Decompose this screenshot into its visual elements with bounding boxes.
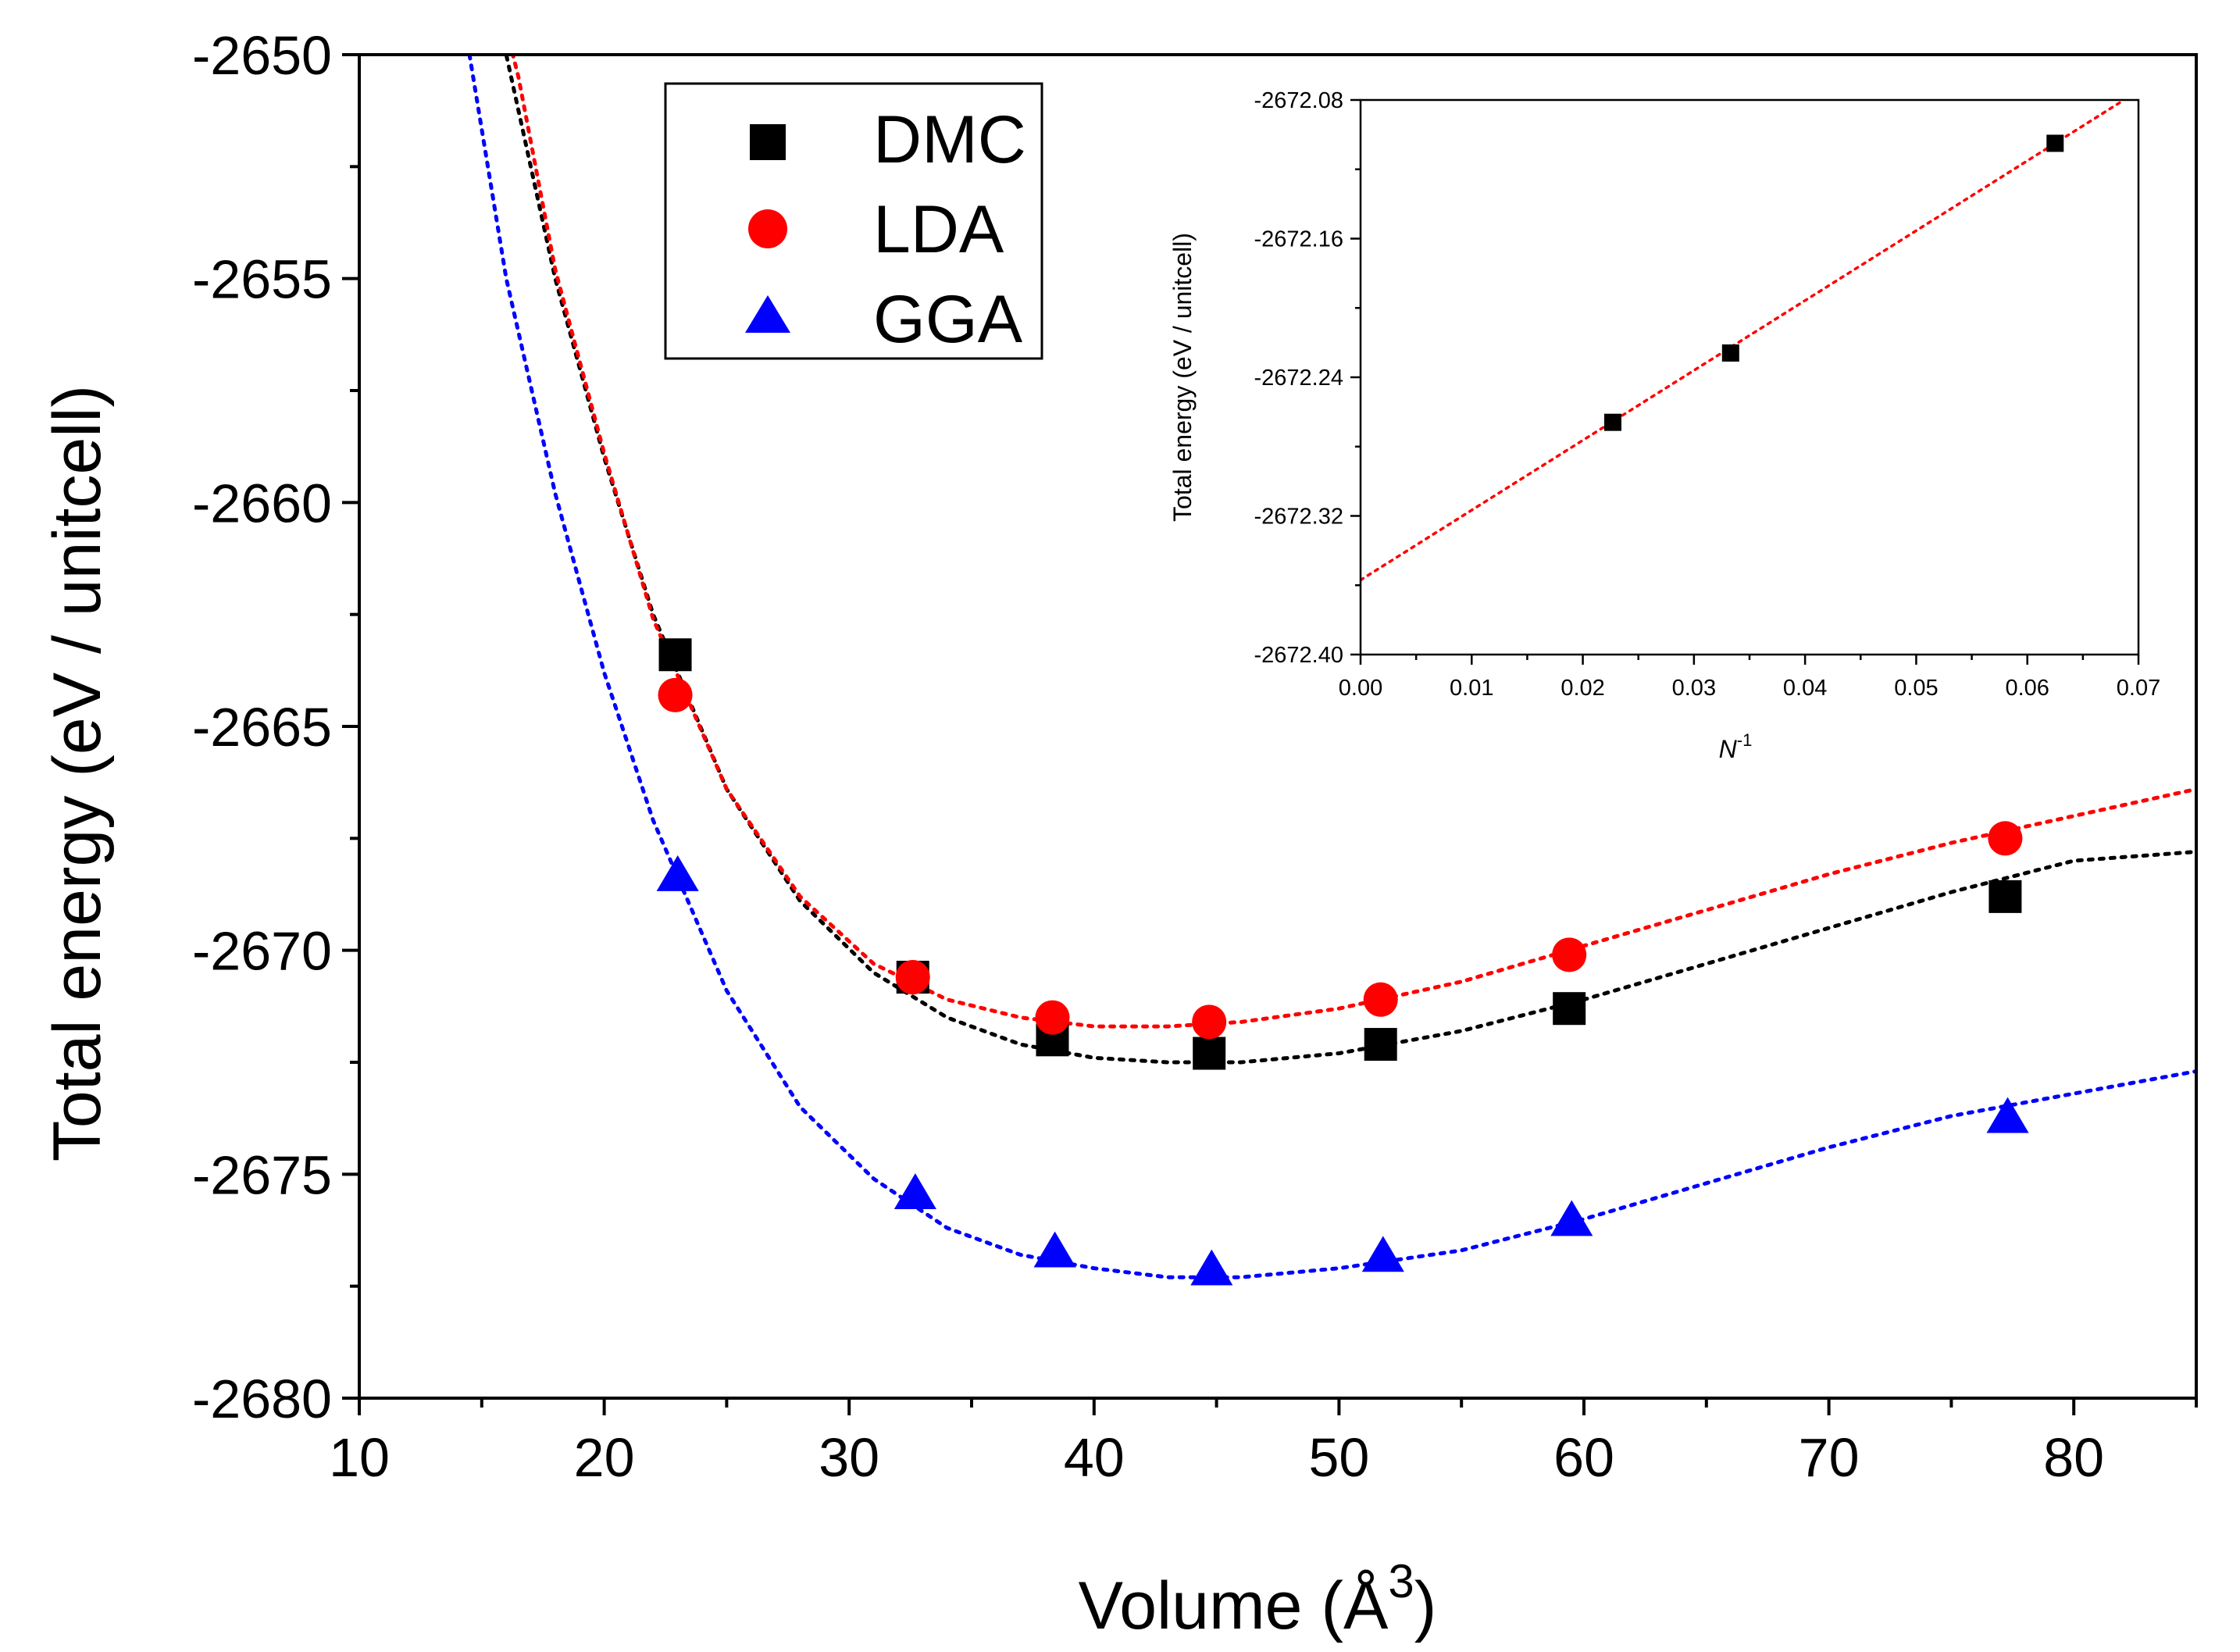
data-point-lda — [895, 960, 930, 995]
x-tick-label: 30 — [819, 1427, 879, 1488]
fit-curve-gga — [467, 55, 2196, 1279]
y-tick-label: -2670 — [192, 921, 332, 982]
inset-data-point — [1721, 344, 1739, 362]
legend-marker-dmc — [750, 124, 786, 160]
x-tick-label: 50 — [1308, 1427, 1369, 1488]
legend-label-lda: LDA — [873, 192, 1004, 267]
inset-data-point — [1603, 413, 1621, 431]
inset-y-tick-label: -2672.40 — [1254, 643, 1344, 668]
inset-data-points — [1603, 134, 2064, 431]
y-tick-label: -2660 — [192, 473, 332, 533]
inset-x-axis-title: N-1 — [1719, 730, 1753, 763]
data-point-gga — [1190, 1249, 1233, 1286]
data-point-lda — [1552, 937, 1587, 972]
main-x-ticks: 10 20 30 40 50 60 70 80 — [329, 1398, 2198, 1488]
data-point-gga — [1550, 1200, 1593, 1236]
legend-label-dmc: DMC — [873, 102, 1026, 177]
inset-x-tick-label: 0.07 — [2117, 676, 2160, 701]
inset-data-point — [2046, 134, 2064, 152]
y-tick-label: -2675 — [192, 1144, 332, 1205]
data-point-lda — [1363, 982, 1398, 1017]
main-x-axis-title: Volume (Å3) — [1079, 1555, 1437, 1643]
y-tick-label: -2680 — [192, 1368, 332, 1429]
data-point-gga — [1361, 1236, 1404, 1272]
data-point-lda — [1035, 1000, 1070, 1035]
data-point-lda — [1988, 821, 2023, 856]
inset-x-ticks: 0.00 0.01 0.02 0.03 0.04 0.05 0.06 0.07 — [1339, 655, 2160, 701]
data-point-dmc — [1989, 880, 2022, 913]
inset-x-tick-label: 0.03 — [1672, 676, 1716, 701]
legend-box — [664, 82, 1043, 360]
data-point-gga — [1986, 1097, 2029, 1133]
legend-label-gga: GGA — [873, 282, 1023, 357]
x-tick-label: 20 — [574, 1427, 635, 1488]
inset-x-tick-label: 0.06 — [2005, 676, 2049, 701]
fit-curve-lda — [511, 55, 2196, 1029]
inset-x-tick-label: 0.00 — [1339, 676, 1382, 701]
x-tick-label: 60 — [1553, 1427, 1614, 1488]
data-point-gga — [1033, 1231, 1076, 1268]
y-tick-label: -2665 — [192, 697, 332, 758]
inset-y-ticks: -2672.08 -2672.16 -2672.24 -2672.32 -2672.40 — [1254, 88, 1361, 668]
inset-x-tick-label: 0.05 — [1894, 676, 1938, 701]
main-data-points — [656, 638, 2029, 1286]
main-y-ticks: -2650 -2655 -2660 -2665 -2670 -2675 -2680 — [192, 25, 359, 1429]
data-point-gga — [656, 855, 699, 891]
data-point-gga — [894, 1173, 936, 1210]
inset-fit-line — [1361, 100, 2126, 582]
inset-extrapolation-line — [1361, 100, 2126, 582]
x-tick-label: 10 — [329, 1427, 390, 1488]
data-point-lda — [658, 677, 693, 712]
inset-y-tick-label: -2672.16 — [1254, 227, 1344, 252]
y-tick-label: -2655 — [192, 249, 332, 310]
inset-y-tick-label: -2672.08 — [1254, 88, 1344, 113]
data-point-dmc — [1364, 1028, 1397, 1061]
y-tick-label: -2650 — [192, 25, 332, 86]
inset-x-tick-label: 0.01 — [1450, 676, 1493, 701]
inset-plot: 0.00 0.01 0.02 0.03 0.04 0.05 0.06 0.07 -2672.0… — [1168, 82, 2174, 763]
inset-x-tick-label: 0.02 — [1561, 676, 1604, 701]
x-tick-label: 80 — [2043, 1427, 2104, 1488]
legend-marker-gga — [745, 295, 790, 333]
legend-marker-lda — [748, 209, 787, 248]
main-plot: 10 20 30 40 50 60 70 80 -2650-2655-2660-2665-26… — [40, 25, 2198, 1643]
data-point-dmc — [658, 638, 692, 672]
data-point-lda — [1192, 1004, 1227, 1040]
inset-y-axis-title: Total energy (eV / unitcell) — [1168, 233, 1197, 522]
inset-y-tick-label: -2672.32 — [1254, 505, 1344, 530]
data-point-dmc — [1553, 992, 1586, 1026]
x-tick-label: 40 — [1064, 1427, 1125, 1488]
main-fit-curves — [467, 55, 2196, 1279]
inset-y-tick-label: -2672.24 — [1254, 366, 1344, 391]
x-tick-label: 70 — [1799, 1427, 1860, 1488]
main-y-axis-title: Total energy (eV / unitcell) — [40, 385, 115, 1161]
legend: DMC LDA GGA — [664, 82, 1043, 360]
data-point-dmc — [1193, 1037, 1226, 1070]
inset-x-tick-label: 0.04 — [1783, 676, 1827, 701]
inset-background — [1183, 82, 2174, 687]
